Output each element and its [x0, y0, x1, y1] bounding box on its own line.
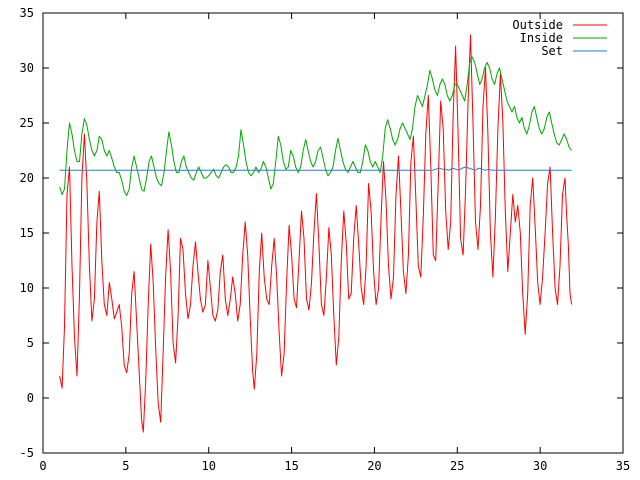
y-axis: -5 0 5 10 15 20 25 30 35: [20, 6, 623, 460]
y-tick-label: 10: [20, 281, 34, 295]
legend-label-set: Set: [541, 44, 563, 58]
x-axis: 0 5 10 15 20 25 30 35: [39, 13, 630, 473]
y-tick-label: 25: [20, 116, 34, 130]
y-tick-label: 20: [20, 171, 34, 185]
x-tick-label: 35: [616, 459, 630, 473]
series-line-set: [59, 166, 572, 171]
series-layer: [59, 34, 573, 433]
y-tick-label: 5: [27, 336, 34, 350]
y-tick-label: 0: [27, 391, 34, 405]
legend-label-outside: Outside: [512, 18, 563, 32]
series-line-outside: [59, 34, 573, 433]
x-tick-label: 25: [450, 459, 464, 473]
series-line-inside: [59, 56, 572, 197]
x-tick-label: 15: [284, 459, 298, 473]
y-tick-label: 15: [20, 226, 34, 240]
x-tick-label: 20: [367, 459, 381, 473]
y-tick-label: -5: [20, 446, 34, 460]
x-tick-label: 10: [201, 459, 215, 473]
legend-label-inside: Inside: [520, 31, 563, 45]
x-tick-label: 30: [533, 459, 547, 473]
y-tick-label: 30: [20, 61, 34, 75]
x-tick-label: 5: [122, 459, 129, 473]
plot-area: [42, 12, 624, 454]
y-tick-label: 35: [20, 6, 34, 20]
x-tick-label: 0: [39, 459, 46, 473]
